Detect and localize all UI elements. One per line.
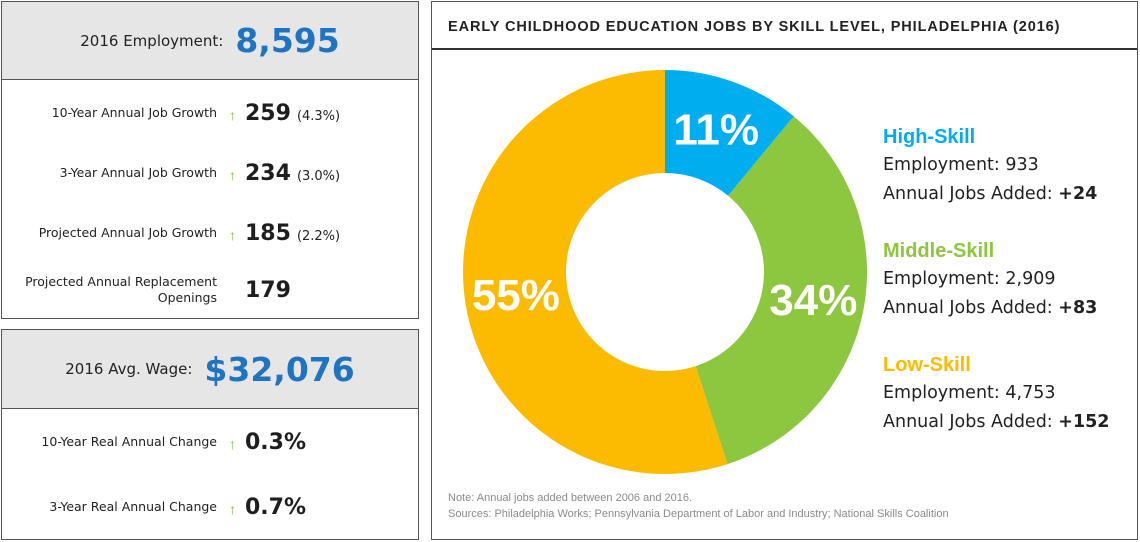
donut-chart: 11% 34% 55% [462,70,867,474]
stat-row-replacement-openings: Projected Annual Replacement Openings 17… [2,272,418,308]
chart-sources: Sources: Philadelphia Works; Pennsylvani… [448,508,949,520]
stat-label: 10-Year Annual Job Growth [51,105,217,120]
up-arrow-icon: ↑ [229,435,236,452]
chart-title: EARLY CHILDHOOD EDUCATION JOBS BY SKILL … [448,19,1061,35]
stat-value: 179 [245,277,291,303]
up-arrow-icon: ↑ [229,500,236,517]
legend-high-skill: High-Skill Employment: 933 Annual Jobs A… [883,123,1097,209]
wage-header: 2016 Avg. Wage: $32,076 [2,330,418,409]
legend-employment: Employment: 4,753 [883,383,1056,403]
up-arrow-icon: ↑ [229,166,236,183]
legend-employment: Employment: 2,909 [883,269,1056,289]
legend-jobs-added: Annual Jobs Added: +83 [883,298,1098,318]
legend-jobs-added: Annual Jobs Added: +152 [883,412,1110,432]
legend-middle-skill: Middle-Skill Employment: 2,909 Annual Jo… [883,237,1097,323]
stat-row-projected-growth: Projected Annual Job Growth ↑ 185 (2.2%) [2,216,418,250]
legend-employment: Employment: 933 [883,155,1039,175]
stat-row-10yr-real-change: 10-Year Real Annual Change ↑ 0.3% [2,425,418,459]
legend-low-skill: Low-Skill Employment: 4,753 Annual Jobs … [883,351,1109,437]
slice-middle-skill [695,116,867,465]
stat-label: 3-Year Annual Job Growth [59,165,217,180]
stat-value: 234 [245,160,291,186]
chart-note: Note: Annual jobs added between 2006 and… [448,492,693,504]
stat-percent: (2.2%) [296,228,341,244]
slice-high-skill [665,70,794,196]
stat-row-10yr-growth: 10-Year Annual Job Growth ↑ 259 (4.3%) [2,96,418,130]
stat-row-3yr-real-change: 3-Year Real Annual Change ↑ 0.7% [2,490,418,524]
legend-name: High-Skill [883,126,976,148]
legend-name: Middle-Skill [883,240,995,262]
employment-header: 2016 Employment: 8,595 [2,2,418,80]
legend-jobs-added: Annual Jobs Added: +24 [883,184,1098,204]
employment-value: 8,595 [235,21,340,60]
legend-name: Low-Skill [883,354,971,376]
stat-value: 0.7% [245,494,307,520]
stat-percent: (3.0%) [296,168,341,184]
stat-row-3yr-growth: 3-Year Annual Job Growth ↑ 234 (3.0%) [2,156,418,190]
stat-label: Projected Annual Job Growth [38,225,217,240]
stat-label: Projected Annual Replacement Openings [25,274,217,305]
stat-value: 0.3% [245,429,307,455]
up-arrow-icon: ↑ [229,106,236,123]
up-arrow-icon: ↑ [229,226,236,243]
wage-panel: 2016 Avg. Wage: $32,076 10-Year Real Ann… [1,329,419,540]
chart-panel: EARLY CHILDHOOD EDUCATION JOBS BY SKILL … [431,1,1138,540]
stat-percent: (4.3%) [296,108,341,124]
wage-value: $32,076 [204,349,355,389]
title-divider [432,48,1137,50]
employment-label: 2016 Employment: [80,31,224,50]
slice-label-low-skill: 55% [472,271,560,320]
stat-label: 3-Year Real Annual Change [49,499,217,514]
stat-value: 259 [245,100,291,126]
slice-low-skill [462,70,728,474]
slice-label-high-skill: 11% [673,105,759,154]
employment-panel: 2016 Employment: 8,595 10-Year Annual Jo… [1,1,419,319]
wage-label: 2016 Avg. Wage: [65,360,193,378]
stat-label: 10-Year Real Annual Change [41,434,217,449]
stat-value: 185 [245,220,291,246]
slice-label-middle-skill: 34% [769,276,857,325]
